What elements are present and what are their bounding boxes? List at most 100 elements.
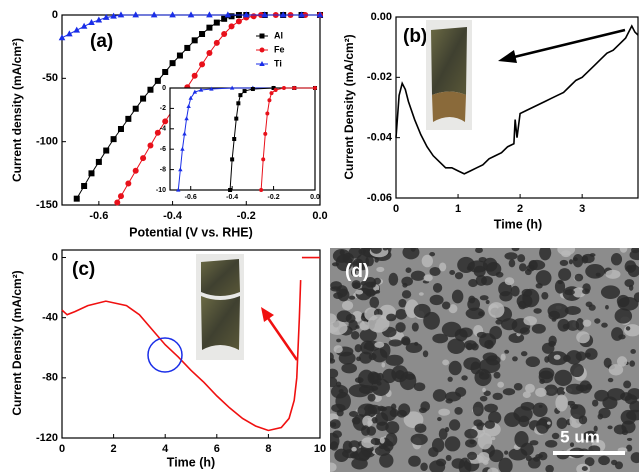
sem-pore: [520, 401, 535, 411]
sem-pore: [498, 457, 513, 472]
x-tick-label: -0.4: [226, 194, 238, 201]
data-point: [261, 11, 269, 18]
sem-pore: [482, 387, 486, 393]
data-point: [125, 180, 132, 187]
sem-pore: [389, 408, 399, 418]
sem-pore: [367, 404, 382, 415]
data-point: [221, 15, 228, 22]
sem-pore: [533, 308, 542, 314]
sem-pore: [532, 402, 548, 418]
data-point: [162, 69, 169, 75]
y-tick-label: -2: [160, 105, 166, 112]
data-point: [73, 195, 80, 202]
panel-label: (c): [72, 259, 95, 280]
sem-pore: [485, 299, 490, 305]
sem-pore: [402, 248, 420, 260]
sem-pore: [464, 340, 477, 350]
sem-pore: [373, 277, 381, 285]
sem-pore: [517, 254, 526, 263]
sem-pore: [444, 436, 461, 452]
data-point: [192, 89, 198, 94]
sem-pore: [365, 288, 376, 297]
sem-pore: [581, 466, 588, 471]
sem-pore: [429, 294, 444, 306]
sem-pore: [479, 395, 488, 402]
sem-pore: [614, 308, 633, 324]
sem-pore: [348, 410, 359, 418]
data-point: [88, 19, 95, 25]
panel-label: (b): [403, 26, 427, 47]
sem-pore: [491, 436, 496, 441]
sem-pore: [521, 288, 533, 297]
x-tick-label: 0: [59, 443, 65, 455]
sem-pore: [361, 425, 371, 436]
y-tick-label: 0.00: [371, 11, 392, 23]
sem-pore: [598, 455, 610, 466]
sem-pore: [410, 433, 428, 446]
sem-pore: [545, 464, 554, 472]
sem-pore: [447, 338, 466, 354]
sem-pore: [351, 416, 361, 425]
sem-pore: [357, 378, 362, 384]
sem-pore: [585, 263, 605, 279]
sem-pore: [401, 276, 413, 286]
sem-pore: [330, 368, 339, 379]
data-point: [176, 187, 181, 192]
sem-pore: [544, 356, 550, 363]
sem-pore: [593, 425, 598, 432]
x-axis-label: Time (h): [167, 455, 215, 469]
sem-pore: [411, 322, 419, 332]
sem-pore: [533, 456, 541, 462]
panel-label: (a): [90, 31, 113, 52]
sem-pore: [445, 454, 452, 462]
data-point: [298, 11, 305, 18]
sem-pore: [487, 340, 493, 346]
sem-pore: [603, 357, 612, 368]
sem-pore: [614, 461, 623, 470]
sem-pore: [584, 457, 595, 467]
sem-pore: [564, 289, 575, 296]
data-point: [58, 34, 66, 41]
data-point: [279, 11, 287, 18]
sem-pore: [447, 376, 453, 382]
sem-pore: [558, 268, 572, 281]
data-point: [281, 86, 286, 90]
sem-pore: [330, 432, 340, 450]
sem-pore: [569, 442, 575, 448]
x-tick-label: -0.2: [268, 194, 280, 201]
sem-pore: [607, 425, 613, 430]
sem-pore: [410, 270, 426, 281]
sem-pore: [359, 328, 377, 343]
x-tick-label: 2: [517, 203, 523, 215]
sem-pore: [468, 295, 476, 304]
sem-pore: [484, 420, 496, 429]
sem-pore: [385, 354, 404, 366]
sem-pore: [398, 403, 411, 417]
sem-pore: [608, 364, 624, 376]
sem-pore: [488, 449, 504, 463]
sem-pore: [572, 287, 586, 298]
sem-pore: [330, 384, 349, 399]
data-point: [199, 61, 206, 68]
sem-pore: [511, 248, 520, 252]
sem-pore: [467, 451, 478, 461]
sem-pore: [455, 387, 467, 397]
data-point: [169, 60, 176, 67]
sem-pore: [367, 420, 373, 426]
sem-pore: [498, 281, 512, 297]
sem-pore: [375, 289, 381, 294]
data-point: [88, 170, 95, 177]
data-point: [267, 98, 272, 103]
sem-pore: [581, 255, 589, 264]
sem-pore: [418, 292, 424, 296]
sem-pore: [365, 255, 374, 267]
sem-pore: [568, 259, 573, 265]
sem-pore: [618, 334, 626, 340]
sem-pore: [367, 393, 376, 402]
sem-pore: [331, 403, 346, 413]
sem-pore: [508, 259, 516, 268]
sem-pore: [330, 281, 342, 290]
data-point: [188, 95, 193, 100]
data-point: [80, 22, 88, 29]
sem-pore: [381, 362, 386, 368]
